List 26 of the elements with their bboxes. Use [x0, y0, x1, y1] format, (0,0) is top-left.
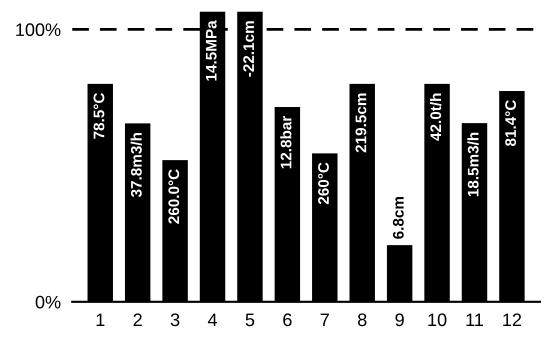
x-tick-label: 2	[134, 313, 142, 326]
x-tick-label: 7	[320, 314, 329, 326]
annotation: 260.0°C	[168, 169, 180, 224]
annotation: 42.0t/h	[430, 94, 442, 141]
annotation: 260°C	[318, 162, 329, 204]
annotation: 6.8cm	[392, 196, 404, 239]
y-tick-label: 100%	[16, 23, 60, 36]
x-tick-label: 4	[208, 314, 218, 326]
x-tick-label: 6	[283, 313, 292, 326]
annotation: 37.8m3/h	[130, 133, 142, 198]
x-tick-label: 5	[246, 314, 254, 326]
annotation: 14.5MPa	[206, 20, 217, 81]
annotation: 78.5°C	[94, 92, 104, 139]
y-tick-label: 0%	[36, 296, 60, 309]
x-tick-label: 8	[358, 313, 366, 326]
annotation: 81.4°C	[505, 100, 516, 146]
annotation: 219.5cm	[356, 94, 366, 152]
x-tick-label: 10	[428, 313, 446, 326]
x-tick-label: 9	[395, 313, 404, 326]
x-tick-label: 11	[466, 314, 483, 326]
x-tick-label: 3	[170, 313, 180, 326]
annotation: 18.5m3/h	[467, 132, 479, 196]
x-tick-label: 1	[96, 314, 104, 326]
annotation: 12.8bar	[280, 116, 292, 168]
annotation: -22.1cm	[243, 21, 254, 77]
x-tick-label: 12	[503, 313, 522, 326]
